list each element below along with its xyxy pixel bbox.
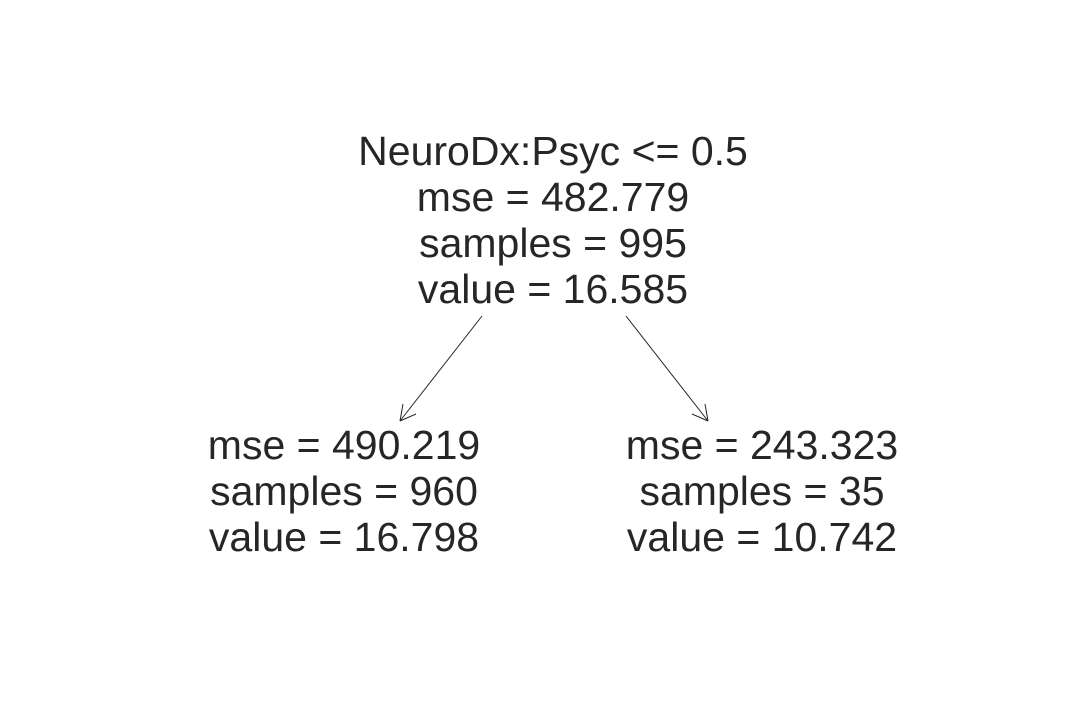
right-value: value = 10.742	[626, 514, 898, 560]
left-samples: samples = 960	[210, 468, 478, 514]
root-mse: mse = 482.779	[416, 174, 690, 220]
left-mse: mse = 490.219	[207, 422, 481, 468]
root-node: NeuroDx:Psyc <= 0.5 mse = 482.779 sample…	[358, 128, 748, 312]
root-split-condition: NeuroDx:Psyc <= 0.5	[358, 128, 748, 174]
right-samples: samples = 35	[639, 468, 885, 514]
right-mse: mse = 243.323	[625, 422, 899, 468]
root-samples: samples = 995	[419, 220, 687, 266]
edge-root-to-left	[399, 315, 483, 422]
left-value: value = 16.798	[208, 514, 480, 560]
right-leaf-node: mse = 243.323 samples = 35 value = 10.74…	[626, 422, 898, 560]
left-leaf-node: mse = 490.219 samples = 960 value = 16.7…	[208, 422, 480, 560]
root-value: value = 16.585	[417, 266, 689, 312]
edge-root-to-right	[625, 315, 709, 422]
